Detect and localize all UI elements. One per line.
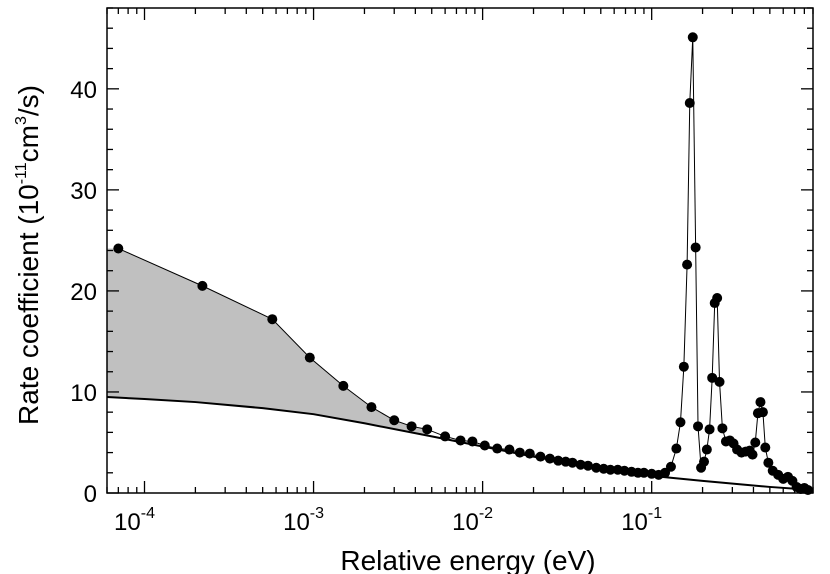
x-tick-label: 10-3 (283, 505, 324, 536)
data-point (544, 453, 555, 464)
x-tick-base: 10 (452, 509, 479, 536)
data-point (479, 440, 490, 451)
measured-rate-line (118, 37, 809, 491)
x-tick-labels: 10-4 10-3 10-2 10-1 (114, 505, 662, 536)
y-tick-labels: 0 10 20 30 40 (70, 77, 97, 508)
data-point (665, 461, 676, 472)
data-markers (113, 32, 813, 495)
data-point (605, 464, 616, 475)
y-axis-label-part: Rate coefficient (10 (13, 184, 44, 425)
x-tick-label: 10-2 (452, 505, 493, 536)
data-point (693, 421, 704, 432)
data-point (755, 397, 766, 408)
x-tick-exponent: -4 (141, 505, 155, 522)
data-point (582, 460, 593, 471)
plot-frame (106, 7, 814, 494)
data-point (750, 437, 761, 448)
y-axis-label-unit: cm (13, 125, 44, 162)
x-tick-exponent: -2 (479, 505, 493, 522)
data-point (684, 97, 695, 108)
y-tick-label: 0 (84, 481, 97, 508)
data-point (675, 417, 686, 428)
data-point (717, 423, 728, 434)
data-point (575, 459, 586, 470)
y-axis-label-exponent: -11 (13, 162, 30, 184)
x-tick-label: 10-4 (114, 505, 155, 536)
data-point (197, 280, 208, 291)
data-point (687, 32, 698, 43)
axis-ticks (106, 7, 814, 494)
x-axis-label: Relative energy (eV) (340, 545, 595, 574)
data-point (113, 243, 124, 254)
shaded-area (107, 248, 428, 436)
data-point (338, 380, 349, 391)
data-point (757, 407, 768, 418)
data-point (714, 376, 725, 387)
shaded-difference-region (107, 248, 428, 436)
x-tick-base: 10 (621, 509, 648, 536)
data-point (422, 424, 433, 435)
data-point (455, 435, 466, 446)
data-point (304, 352, 315, 363)
data-point (747, 449, 758, 460)
data-point (267, 314, 278, 325)
data-point (682, 259, 693, 270)
y-tick-label: 20 (70, 279, 97, 306)
y-axis-label-unit-exponent: 3 (13, 116, 30, 125)
data-point (567, 457, 578, 468)
data-point (514, 447, 525, 458)
data-point (704, 424, 715, 435)
x-tick-label: 10-1 (621, 505, 662, 536)
data-point (760, 442, 771, 453)
data-point (690, 242, 701, 253)
data-point (440, 431, 451, 442)
data-point (524, 448, 535, 459)
x-tick-base: 10 (283, 509, 310, 536)
data-point (504, 444, 515, 455)
data-point (591, 462, 602, 473)
data-point (535, 451, 546, 462)
data-point (406, 421, 417, 432)
data-point (467, 436, 478, 447)
y-tick-label: 30 (70, 178, 97, 205)
y-tick-label: 40 (70, 77, 97, 104)
data-point (492, 443, 503, 454)
y-axis-label-suffix: /s) (13, 85, 44, 116)
data-point (678, 361, 689, 372)
x-tick-exponent: -1 (648, 505, 662, 522)
series-lines (106, 37, 814, 491)
data-point (763, 457, 774, 468)
data-point (553, 455, 564, 466)
x-tick-base: 10 (114, 509, 141, 536)
y-tick-label: 10 (70, 380, 97, 407)
x-tick-exponent: -3 (310, 505, 324, 522)
data-point (701, 444, 712, 455)
y-axis-label: Rate coefficient (10-11cm3/s) (13, 85, 44, 425)
data-point (366, 402, 377, 413)
data-point (707, 372, 718, 383)
data-point (638, 467, 649, 478)
data-point (389, 415, 400, 426)
data-point (712, 292, 723, 303)
data-point (699, 456, 710, 467)
data-point (671, 443, 682, 454)
